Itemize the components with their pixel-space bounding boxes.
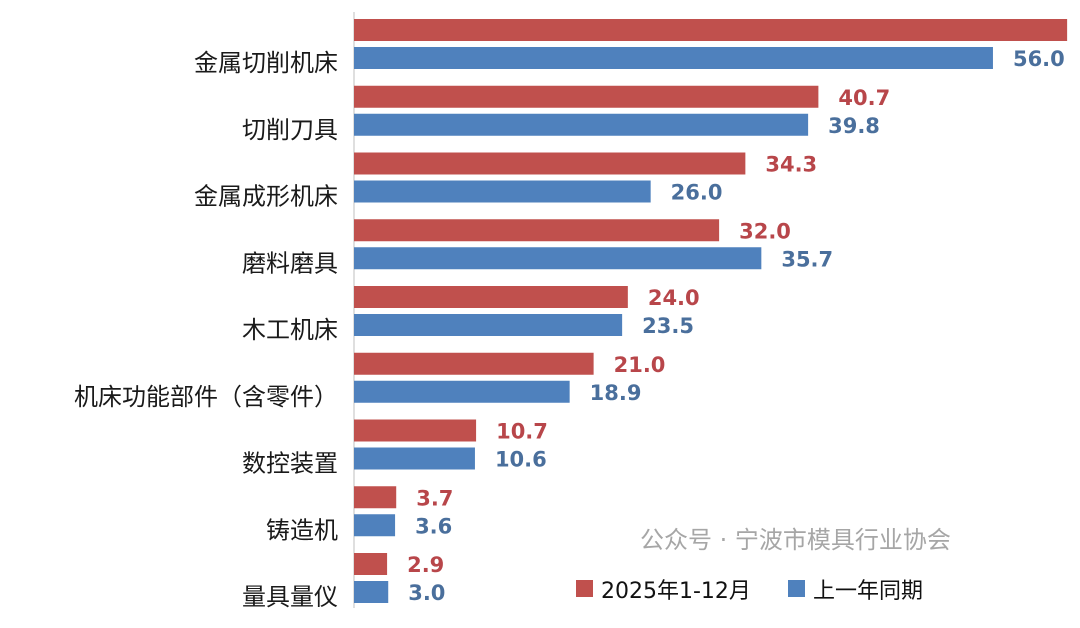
data-label-previous: 35.7 <box>781 247 833 271</box>
data-label-current: 3.7 <box>416 486 453 510</box>
data-label-current: 21.0 <box>614 353 666 377</box>
data-label-current: 40.7 <box>838 86 890 110</box>
legend-label-current: 2025年1-12月 <box>601 579 751 604</box>
bar-previous <box>354 380 570 403</box>
bar-previous <box>354 514 396 537</box>
bar-current <box>354 219 720 242</box>
bar-previous <box>354 247 762 270</box>
bar-current <box>354 352 594 375</box>
data-label-previous: 10.6 <box>495 448 547 472</box>
bar-current <box>354 85 819 108</box>
category-label: 铸造机 <box>266 516 338 544</box>
category-label: 切削刀具 <box>242 116 338 144</box>
data-label-previous: 23.5 <box>642 314 694 338</box>
bar-previous <box>354 581 389 603</box>
category-label: 金属成形机床 <box>194 183 338 211</box>
data-label-previous: 26.0 <box>671 181 723 205</box>
data-label-previous: 56.0 <box>1013 47 1065 71</box>
bar-previous <box>354 47 993 69</box>
data-label-previous: 3.0 <box>408 581 445 605</box>
bar-previous <box>354 113 809 136</box>
bar-current <box>354 19 1068 41</box>
category-label: 磨料磨具 <box>242 249 338 277</box>
legend: 2025年1-12月 上一年同期 <box>576 579 923 604</box>
data-label-current: 32.0 <box>739 219 791 243</box>
legend-swatch-previous <box>788 580 805 597</box>
data-label-current: 24.0 <box>648 286 700 310</box>
data-label-previous: 18.9 <box>590 381 642 405</box>
bar-current <box>354 553 388 575</box>
legend-label-previous: 上一年同期 <box>813 579 923 604</box>
data-label-previous: 39.8 <box>828 114 880 138</box>
category-label: 金属切削机床 <box>194 49 338 77</box>
data-label-previous: 3.6 <box>415 514 452 538</box>
category-label: 机床功能部件（含零件） <box>74 383 338 411</box>
bar-current <box>354 152 746 175</box>
category-label: 木工机床 <box>242 316 338 344</box>
bar-current <box>354 419 477 442</box>
legend-swatch-current <box>576 580 593 597</box>
bar-previous <box>354 447 475 470</box>
category-label: 量具量仪 <box>242 583 338 611</box>
bar-current <box>354 286 628 308</box>
bar-current <box>354 486 397 509</box>
data-label-current: 10.7 <box>496 420 548 444</box>
data-label-current: 2.9 <box>407 553 444 577</box>
watermark: 公众号 · 宁波市模具行业协会 <box>640 526 951 554</box>
category-label: 数控装置 <box>242 450 338 478</box>
bar-previous <box>354 314 623 336</box>
data-label-current: 34.3 <box>765 153 817 177</box>
bar-previous <box>354 180 651 203</box>
